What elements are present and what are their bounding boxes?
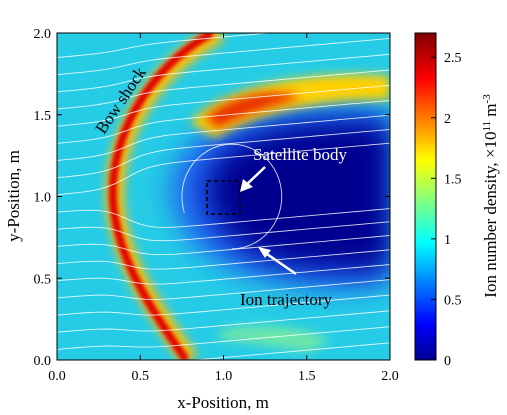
bow-shock-front	[108, 33, 214, 360]
trajectory-line	[57, 69, 390, 110]
trajectory-arrow	[258, 247, 297, 276]
x-tick-label: 2.0	[381, 369, 399, 384]
x-axis-title: x-Position, m	[177, 393, 269, 412]
trajectory-line	[57, 128, 390, 179]
x-axis-ticks: 0.0 0.5 1.0 1.5 2.0	[48, 33, 399, 384]
ion-trajectory-label: Ion trajectory	[240, 290, 333, 309]
y-tick-label: 0.5	[34, 272, 52, 287]
satellite-arrow	[240, 166, 266, 192]
trajectory-line	[57, 84, 390, 127]
x-tick-label: 0.0	[48, 369, 66, 384]
trajectory-line	[57, 208, 390, 228]
colorbar-tick-label: 1	[444, 233, 451, 248]
trajectory-line	[57, 114, 390, 161]
trajectory-line	[57, 100, 390, 144]
x-tick-label: 1.0	[215, 369, 233, 384]
x-tick-label: 1.5	[298, 369, 316, 384]
colorbar-ticks: 0 0.5 1 1.5 2 2.5	[431, 51, 462, 369]
colorbar-tick-label: 2.5	[444, 51, 462, 66]
lower-lobe	[220, 325, 330, 352]
colorbar	[414, 32, 437, 361]
compression-lobe-outer	[190, 74, 390, 138]
colorbar-label: Ion number density, ×1011 m-3	[481, 94, 500, 298]
trajectory-line	[57, 310, 390, 333]
colorbar-tick-label: 0	[444, 354, 451, 369]
trajectory-line	[57, 142, 390, 196]
y-axis-title: y-Position, m	[4, 150, 23, 242]
colorbar-tick-label: 1.5	[444, 172, 462, 187]
y-axis-ticks: 0.0 0.5 1.0 1.5 2.0	[34, 27, 390, 369]
trajectory-line	[57, 235, 390, 256]
y-tick-label: 2.0	[34, 27, 52, 42]
satellite-body-label: Satellite body	[253, 145, 347, 164]
colorbar-tick-label: 0.5	[444, 293, 462, 308]
colorbar-tick-label: 2	[444, 112, 451, 127]
y-tick-label: 1.0	[34, 191, 52, 206]
wake-core-region	[207, 122, 390, 270]
satellite-body-box	[206, 180, 241, 215]
ion-trajectory-lines	[57, 33, 390, 360]
trajectory-line	[57, 249, 390, 270]
trajectory-line	[57, 264, 390, 285]
x-tick-label: 0.5	[132, 369, 150, 384]
trajectory-line	[57, 279, 390, 300]
density-field	[57, 33, 390, 360]
trajectory-line	[57, 53, 390, 93]
wake-trajectory-line	[181, 143, 283, 250]
trajectory-line	[57, 37, 390, 76]
y-tick-label: 0.0	[34, 354, 52, 369]
trajectory-line	[57, 326, 390, 350]
compression-lobe-core	[205, 92, 300, 128]
trajectory-line	[57, 221, 390, 242]
y-tick-label: 1.5	[34, 109, 52, 124]
trajectory-line	[57, 294, 390, 316]
